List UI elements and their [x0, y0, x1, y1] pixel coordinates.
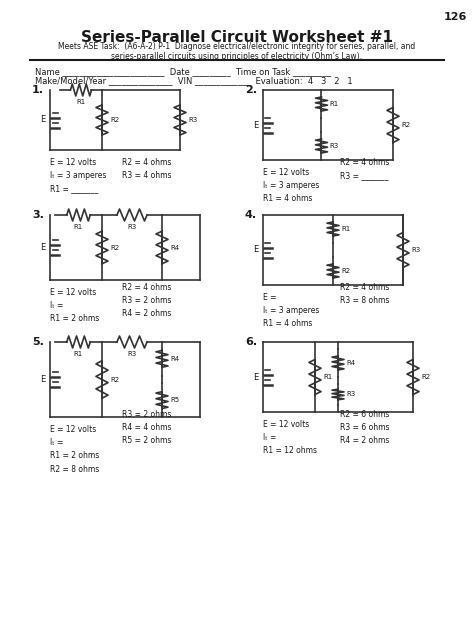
Text: R2: R2	[421, 374, 430, 380]
Text: R2: R2	[401, 122, 410, 128]
Text: E: E	[40, 374, 46, 384]
Text: R2 = 4 ohms
R3 = _______: R2 = 4 ohms R3 = _______	[340, 158, 389, 180]
Text: R3: R3	[188, 117, 197, 123]
Text: 6.: 6.	[245, 337, 257, 347]
Text: E = 12 volts
Iₜ = 3 amperes
R1 = _______: E = 12 volts Iₜ = 3 amperes R1 = _______	[50, 158, 106, 193]
Text: 5.: 5.	[32, 337, 44, 347]
Text: R2 = 4 ohms
R3 = 2 ohms
R4 = 2 ohms: R2 = 4 ohms R3 = 2 ohms R4 = 2 ohms	[122, 283, 172, 318]
Text: Make/Model/Year _______________  VIN _____________  Evaluation:  4   3   2   1: Make/Model/Year _______________ VIN ____…	[35, 76, 353, 85]
Text: E = 12 volts
Iₜ =
R1 = 2 ohms
R2 = 8 ohms: E = 12 volts Iₜ = R1 = 2 ohms R2 = 8 ohm…	[50, 425, 99, 474]
Text: 3.: 3.	[32, 210, 44, 220]
Text: R1: R1	[341, 226, 350, 232]
Text: E = 12 volts
Iₜ =
R1 = 12 ohms: E = 12 volts Iₜ = R1 = 12 ohms	[263, 420, 317, 455]
Text: 2.: 2.	[245, 85, 257, 95]
Text: R3: R3	[329, 143, 339, 149]
Text: E: E	[254, 372, 259, 382]
Text: R2 = 6 ohms
R3 = 6 ohms
R4 = 2 ohms: R2 = 6 ohms R3 = 6 ohms R4 = 2 ohms	[340, 410, 390, 445]
Text: R4: R4	[170, 356, 179, 362]
Text: E: E	[40, 243, 46, 251]
Text: R2: R2	[341, 268, 350, 274]
Text: R4: R4	[346, 360, 355, 366]
Text: 4.: 4.	[245, 210, 257, 220]
Text: Meets ASE Task:  (A6-A-2) P-1  Diagnose electrical/electronic integrity for seri: Meets ASE Task: (A6-A-2) P-1 Diagnose el…	[58, 42, 416, 61]
Text: R2: R2	[110, 377, 119, 382]
Text: R2: R2	[110, 117, 119, 123]
Text: R2 = 4 ohms
R3 = 8 ohms: R2 = 4 ohms R3 = 8 ohms	[340, 283, 389, 305]
Text: E: E	[254, 246, 259, 255]
Text: Name ________________________  Date _________  Time on Task _________: Name ________________________ Date _____…	[35, 67, 331, 76]
Text: E: E	[40, 115, 46, 125]
Text: R2 = 4 ohms
R3 = 4 ohms: R2 = 4 ohms R3 = 4 ohms	[122, 158, 172, 180]
Text: R4: R4	[170, 244, 179, 251]
Text: 1.: 1.	[32, 85, 44, 95]
Text: R1: R1	[323, 374, 332, 380]
Text: R5: R5	[170, 397, 179, 403]
Text: E = 12 volts
Iₜ = 3 amperes
R1 = 4 ohms: E = 12 volts Iₜ = 3 amperes R1 = 4 ohms	[263, 168, 319, 203]
Text: E = 12 volts
Iₜ =
R1 = 2 ohms: E = 12 volts Iₜ = R1 = 2 ohms	[50, 288, 99, 323]
Text: R3: R3	[411, 247, 420, 253]
Text: 126: 126	[443, 12, 467, 22]
Text: E: E	[254, 120, 259, 130]
Text: R1: R1	[329, 101, 339, 107]
Text: R1: R1	[74, 351, 83, 357]
Text: R1: R1	[74, 224, 83, 230]
Text: R3: R3	[346, 391, 355, 398]
Text: Series-Parallel Circuit Worksheet #1: Series-Parallel Circuit Worksheet #1	[81, 30, 393, 45]
Text: E =
Iₜ = 3 amperes
R1 = 4 ohms: E = Iₜ = 3 amperes R1 = 4 ohms	[263, 293, 319, 328]
Text: R1: R1	[76, 99, 86, 105]
Text: R2: R2	[110, 244, 119, 251]
Text: R3: R3	[128, 351, 137, 357]
Text: R3 = 2 ohms
R4 = 4 ohms
R5 = 2 ohms: R3 = 2 ohms R4 = 4 ohms R5 = 2 ohms	[122, 410, 172, 445]
Text: R3: R3	[128, 224, 137, 230]
